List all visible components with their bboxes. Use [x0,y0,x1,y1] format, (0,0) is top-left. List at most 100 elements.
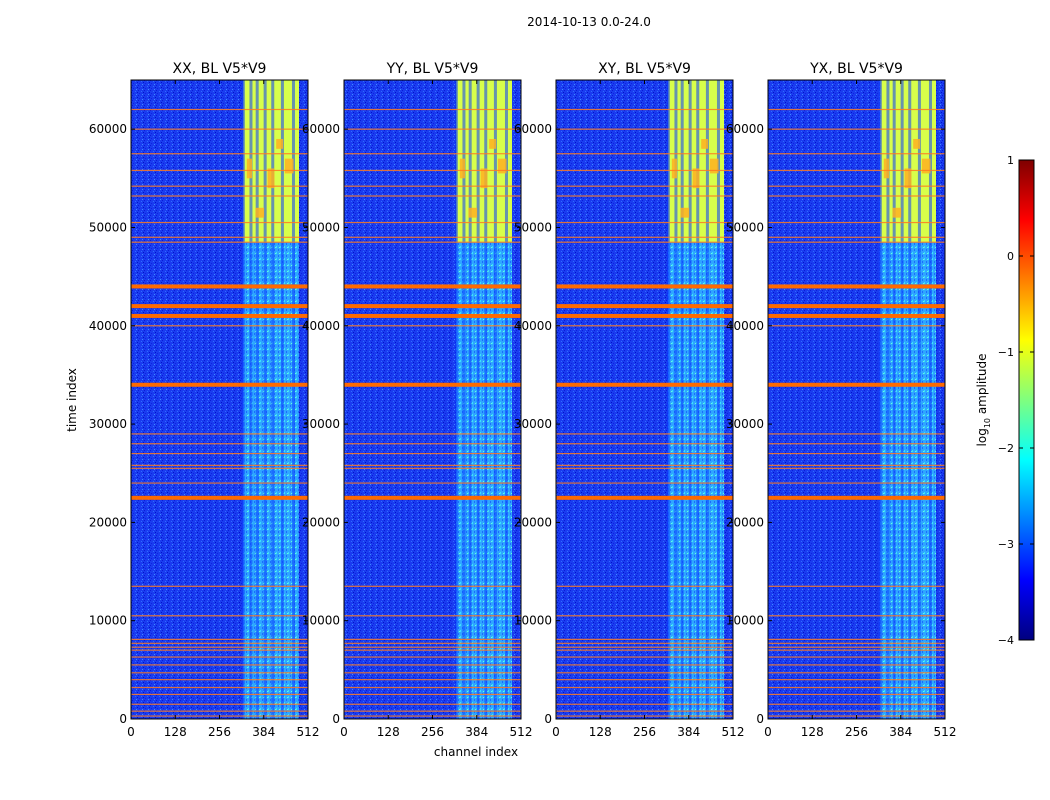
flagged-row-thin [768,656,945,658]
flagged-row-thin [768,153,945,155]
panel-title: XX, BL V5*V9 [173,61,267,77]
flagged-row-thick [131,495,308,500]
flagged-row-thick [768,495,945,500]
hot-block [480,168,488,189]
flagged-row-thin [131,638,308,640]
y-tick-label: 40000 [89,319,127,333]
hot-block [883,158,889,179]
flagged-row-thin [556,686,733,689]
flagged-row-thin [131,185,308,187]
flagged-row-thin [556,482,733,484]
hot-block [468,207,478,218]
panel-title: YX, BL V5*V9 [809,61,903,77]
hot-block [267,168,275,189]
flagged-row-thin [768,646,945,648]
flagged-row-thin [556,467,733,469]
flagged-row-thin [344,464,521,466]
flagged-row-thick [556,382,733,387]
x-tick-label: 0 [552,725,560,739]
flagged-row-thick [556,495,733,500]
flagged-row-thin [131,169,308,172]
y-tick-label: 40000 [302,319,340,333]
y-tick-label: 30000 [302,417,340,431]
panel-title: YY, BL V5*V9 [386,61,479,77]
x-tick-label: 256 [845,725,868,739]
flagged-row-thin [768,482,945,484]
flagged-row-thick [556,284,733,289]
colorbar-tick-label: −4 [998,634,1014,647]
flagged-row-thin [131,615,308,617]
flagged-row-thin [344,185,521,187]
flagged-row-thin [344,221,521,224]
flagged-row-thin [131,153,308,155]
band-channel-line [900,80,904,719]
y-tick-label: 10000 [302,614,340,628]
flagged-row-thin [131,464,308,466]
flagged-row-thin [344,585,521,587]
hot-block [701,138,709,149]
flagged-row-thin [556,615,733,617]
flagged-row-thick [344,284,521,289]
flagged-row-thin [344,236,521,238]
band-channel-line [249,80,253,719]
band-channel-line [696,80,700,719]
flagged-row-thin [131,325,308,327]
x-tick-label: 128 [801,725,824,739]
flagged-row-thin [556,703,733,705]
flagged-row-thin [768,464,945,466]
flagged-row-thin [768,325,945,327]
y-tick-label: 40000 [514,319,552,333]
band-channel-line [280,80,284,719]
flagged-row-thin [131,642,308,644]
flagged-row-thin [768,221,945,224]
hot-block [671,158,677,179]
flagged-row-thin [344,195,521,197]
flagged-row-thin [131,195,308,197]
hot-block [497,158,507,174]
band-channel-line [908,80,912,719]
band-channel-line [892,80,896,719]
flagged-row-thin [768,467,945,469]
flagged-row-thin [344,649,521,651]
x-tick-label: 0 [764,725,772,739]
colorbar-label-log: log [975,428,989,446]
x-tick-label: 512 [510,725,533,739]
hot-block [692,168,700,189]
flagged-row-thick [131,313,308,318]
flagged-row-thin [556,585,733,587]
hot-block [709,158,719,174]
x-tick-label: 384 [252,725,275,739]
flagged-row-thin [768,672,945,674]
x-tick-label: 384 [889,725,912,739]
flagged-row-thin [344,672,521,674]
y-tick-label: 30000 [514,417,552,431]
x-tick-label: 512 [934,725,957,739]
flagged-row-thin [344,128,521,130]
y-tick-label: 0 [756,712,764,726]
panel-title: XY, BL V5*V9 [598,61,691,77]
flagged-row-thin [556,656,733,658]
flagged-row-thick [131,284,308,289]
y-tick-label: 0 [332,712,340,726]
flagged-row-thin [556,452,733,455]
y-tick-label: 60000 [514,122,552,136]
y-tick-label: 0 [119,712,127,726]
flagged-row-thin [556,646,733,648]
x-tick-label: 0 [340,725,348,739]
flagged-row-thin [344,664,521,666]
flagged-row-thin [556,221,733,224]
band-channel-line [462,80,466,719]
flagged-row-thin [131,452,308,455]
colorbar-label: log10 amplitude [975,354,992,447]
y-tick-label: 50000 [726,220,764,234]
band-channel-line [928,80,932,719]
y-tick-label: 60000 [726,122,764,136]
flagged-row-thin [768,433,945,435]
flagged-row-thin [768,108,945,111]
flagged-row-thin [131,236,308,238]
flagged-row-thin [556,195,733,197]
flagged-row-thin [556,433,733,435]
flagged-row-thin [344,656,521,658]
colorbar-tick-label: −1 [998,346,1014,359]
